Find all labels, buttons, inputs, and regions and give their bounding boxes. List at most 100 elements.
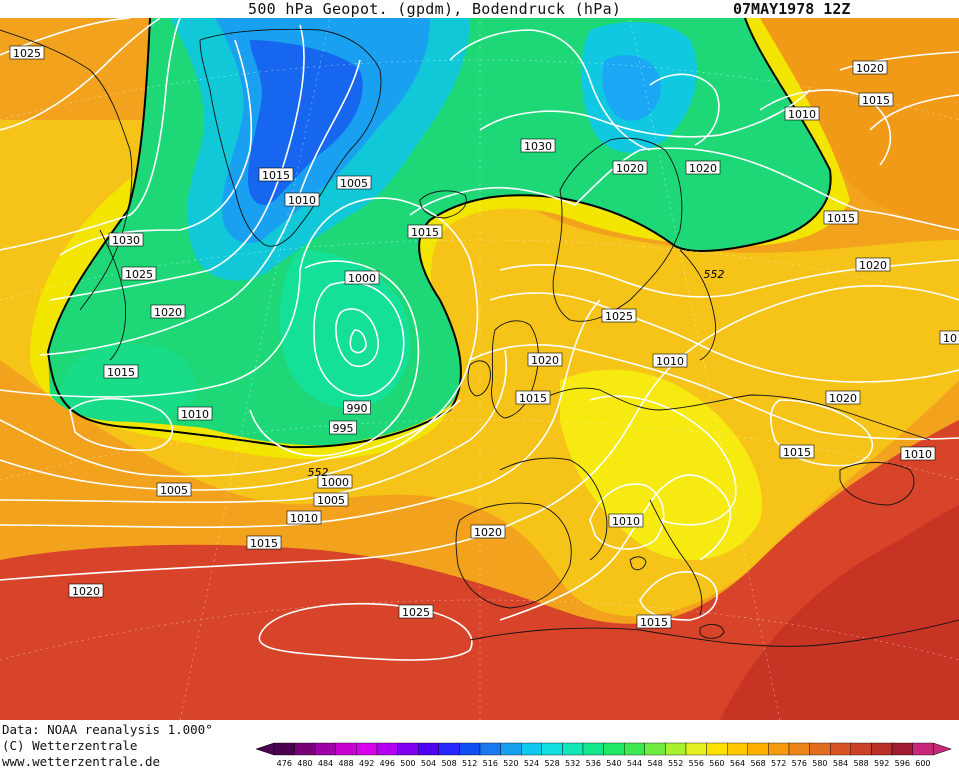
- isobar-label: 1020: [612, 160, 648, 175]
- geopotential-label: 552: [704, 268, 725, 281]
- isobar-label: 1010: [286, 510, 322, 525]
- isobar-label: 1025: [121, 266, 157, 281]
- colorbar-tick-label: 588: [853, 759, 868, 768]
- field-red: [0, 420, 959, 720]
- isobar-label: 1010: [177, 406, 213, 421]
- svg-text:1020: 1020: [72, 585, 100, 598]
- field-blue: [248, 40, 363, 205]
- svg-text:1020: 1020: [474, 526, 502, 539]
- svg-text:1015: 1015: [783, 446, 811, 459]
- colorbar-swatch: [541, 742, 563, 756]
- isobar-label: 990: [343, 400, 371, 415]
- svg-text:995: 995: [333, 422, 354, 435]
- colorbar-swatch: [768, 742, 790, 756]
- svg-text:1020: 1020: [859, 259, 887, 272]
- isobar-label: 1020: [150, 304, 186, 319]
- isobar-label: 1010: [284, 192, 320, 207]
- isobar-label: 1005: [156, 482, 192, 497]
- colorbar-swatch: [603, 742, 625, 756]
- svg-text:1020: 1020: [689, 162, 717, 175]
- colorbar-swatch: [830, 742, 852, 756]
- isobar-label: 1015: [779, 444, 815, 459]
- colorbar-tick-label: 564: [730, 759, 745, 768]
- svg-text:1015: 1015: [862, 94, 890, 107]
- colorbar-tick-label: 576: [792, 759, 807, 768]
- svg-text:1010: 1010: [656, 355, 684, 368]
- colorbar-tick-label: 580: [812, 759, 827, 768]
- isobar-label: 1015: [103, 364, 139, 379]
- isobar-label: 1010: [608, 513, 644, 528]
- colorbar-tick-label: 592: [874, 759, 889, 768]
- colorbar-tick-label: 540: [606, 759, 621, 768]
- svg-text:1005: 1005: [160, 484, 188, 497]
- coastlines: [0, 28, 959, 647]
- isobar-label: 1025: [9, 45, 45, 60]
- colorbar-swatch: [582, 742, 604, 756]
- isobar-label: 1015: [407, 224, 443, 239]
- colorbar-tick-label: 500: [400, 759, 415, 768]
- svg-text:10: 10: [943, 332, 957, 345]
- colorbar-tick-label: 556: [689, 759, 704, 768]
- svg-text:1015: 1015: [250, 537, 278, 550]
- colorbar-swatch: [479, 742, 501, 756]
- svg-text:1015: 1015: [827, 212, 855, 225]
- isobar-label: 1025: [601, 308, 637, 323]
- colorbar-swatch: [315, 742, 337, 756]
- isobar-label: 1015: [823, 210, 859, 225]
- svg-text:1020: 1020: [531, 354, 559, 367]
- website-link[interactable]: www.wetterzentrale.de: [2, 754, 161, 769]
- colorbar-swatch: [871, 742, 893, 756]
- colorbar-swatch: [376, 742, 398, 756]
- colorbar-swatch: [562, 742, 584, 756]
- footer: Data: NOAA reanalysis 1.000° (C) Wetterz…: [2, 722, 213, 770]
- isobar-label: 1015: [636, 614, 672, 629]
- isobar-label: 1000: [317, 474, 353, 489]
- data-source: Data: NOAA reanalysis 1.000°: [2, 722, 213, 737]
- colorbar-swatch: [644, 742, 666, 756]
- geopotential-labels: 552 552: [308, 268, 725, 479]
- colorbar-tick-label: 532: [565, 759, 580, 768]
- isobar-label: 1020: [527, 352, 563, 367]
- isobar-label: 1010: [652, 353, 688, 368]
- isobar-label: 1015: [515, 390, 551, 405]
- svg-text:1005: 1005: [317, 494, 345, 507]
- header: 500 hPa Geopot. (gpdm), Bodendruck (hPa)…: [0, 0, 959, 18]
- svg-text:1020: 1020: [616, 162, 644, 175]
- colorbar-tick-label: 508: [441, 759, 456, 768]
- colorbar: 476 480 484 488 492 496 500 504 508 512 516 520 524 5…: [256, 742, 952, 768]
- field-yellow-ce: [560, 369, 762, 560]
- contour-552: [46, 18, 832, 449]
- colorbar-tick-label: 584: [833, 759, 848, 768]
- colorbar-tick-label: 572: [771, 759, 786, 768]
- colorbar-tick-label: 512: [462, 759, 477, 768]
- svg-text:1010: 1010: [788, 108, 816, 121]
- colorbar-tick-label: 600: [915, 759, 930, 768]
- colorbar-swatch: [417, 742, 439, 756]
- svg-text:1025: 1025: [402, 606, 430, 619]
- isobar-label: 1015: [258, 167, 294, 182]
- svg-text:1015: 1015: [640, 616, 668, 629]
- colorbar-swatch: [788, 742, 810, 756]
- colorbar-swatch: [665, 742, 687, 756]
- colorbar-swatch: [912, 742, 934, 756]
- colorbar-swatch: [500, 742, 522, 756]
- colorbar-tick-label: 544: [627, 759, 642, 768]
- colorbar-tick-label: 480: [297, 759, 312, 768]
- svg-text:1025: 1025: [13, 47, 41, 60]
- isobar-label: 1015: [858, 92, 894, 107]
- colorbar-swatch: [706, 742, 728, 756]
- isobar-label: 1025: [398, 604, 434, 619]
- isobar-label: 1005: [336, 175, 372, 190]
- svg-text:1030: 1030: [112, 234, 140, 247]
- colorbar-tick-label: 548: [647, 759, 662, 768]
- isobar-label: 1020: [855, 257, 891, 272]
- colorbar-swatch: [397, 742, 419, 756]
- svg-text:1015: 1015: [107, 366, 135, 379]
- field-blue-scandinavia: [602, 55, 661, 121]
- isobar-label: 1020: [825, 390, 861, 405]
- colorbar-swatch: [335, 742, 357, 756]
- colorbar-tick-label: 492: [359, 759, 374, 768]
- colorbar-tick-label: 516: [483, 759, 498, 768]
- colorbar-tick-label: 476: [277, 759, 292, 768]
- colorbar-swatch: [809, 742, 831, 756]
